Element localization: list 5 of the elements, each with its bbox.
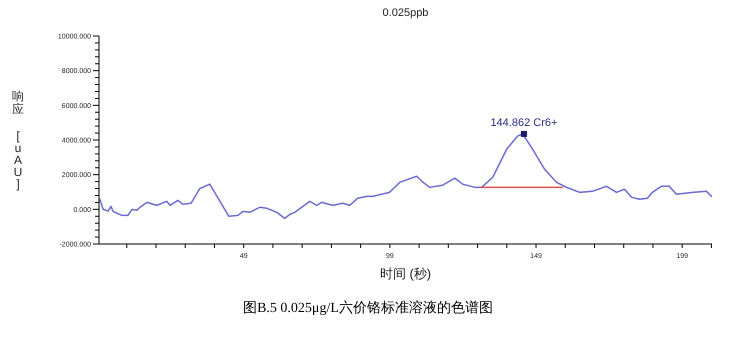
text: 图B.5 0.025μg/L六价铬标准溶液的色谱图 bbox=[243, 300, 493, 316]
annotation: 144.862 Cr6+ bbox=[490, 116, 558, 129]
chart-title: 0.025ppb bbox=[382, 7, 428, 19]
x-axis-title: 时间 (秒) bbox=[380, 266, 432, 281]
y-axis-title: 响应 [uAU] bbox=[12, 89, 24, 191]
